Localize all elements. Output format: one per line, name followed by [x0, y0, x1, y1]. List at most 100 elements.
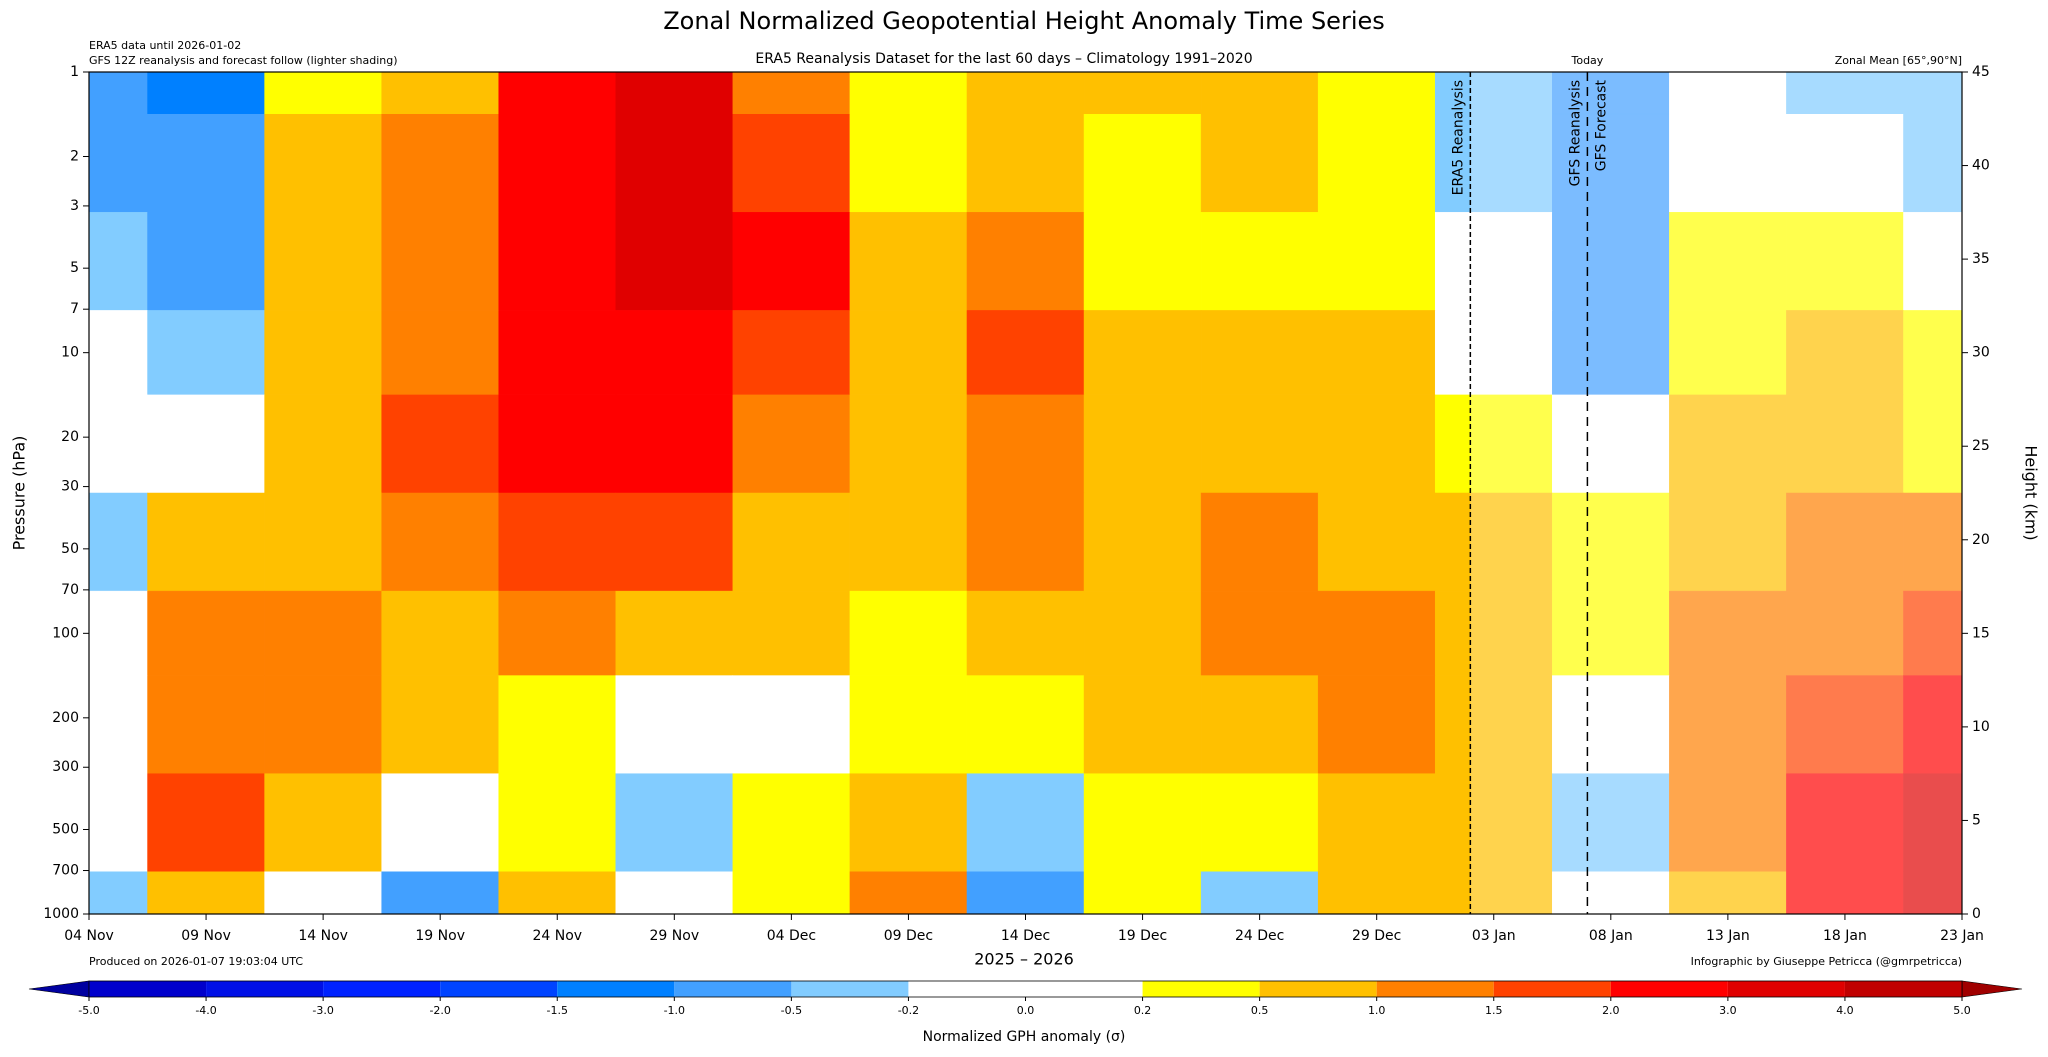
heatmap-cell	[147, 492, 265, 592]
heatmap-cell	[1786, 310, 1904, 396]
colorbar-swatch	[1025, 981, 1143, 997]
x-tick-label: 09 Nov	[181, 928, 231, 944]
heatmap-cell	[1434, 675, 1553, 774]
heatmap-cell	[1552, 113, 1670, 213]
x-tick-label: 24 Nov	[532, 928, 582, 944]
heatmap-cell	[849, 310, 968, 396]
heatmap-cell	[849, 394, 968, 494]
colorbar-swatch	[791, 981, 909, 997]
colorbar-tick-label: 0.2	[1134, 1004, 1152, 1017]
x-tick-label: 23 Jan	[1940, 928, 1984, 944]
heatmap-cell	[381, 71, 499, 115]
y2-tick-label: 20	[1972, 532, 1990, 548]
heatmap-cell	[1669, 492, 1787, 592]
heatmap-cell	[1200, 492, 1319, 592]
heatmap-cell	[498, 310, 617, 396]
heatmap-cell	[1903, 71, 1963, 115]
heatmap-cell	[849, 113, 968, 213]
heatmap-cell	[1200, 394, 1319, 494]
heatmap-cell	[88, 492, 148, 592]
heatmap-cell	[88, 113, 148, 213]
heatmap-cell	[732, 675, 851, 774]
heatmap-cell	[498, 492, 617, 592]
heatmap-cell	[147, 773, 265, 873]
heatmap-cell	[966, 113, 1085, 213]
colorbar-tick-label: 1.0	[1368, 1004, 1386, 1017]
colorbar-tick-label: -5.0	[78, 1004, 99, 1017]
heatmap-cell	[1903, 590, 1963, 676]
heatmap-cell	[381, 394, 499, 494]
colorbar-swatch	[323, 981, 441, 997]
colorbar-tick-label: -1.0	[664, 1004, 685, 1017]
heatmap-cell	[1786, 773, 1904, 873]
colorbar-tick-label: 1.5	[1485, 1004, 1503, 1017]
y-tick-label: 7	[70, 301, 79, 317]
x-tick-label: 18 Jan	[1823, 928, 1867, 944]
colorbar-swatch	[557, 981, 675, 997]
heatmap-cell	[1786, 590, 1904, 676]
heatmap-cell	[498, 871, 617, 915]
heatmap-cell	[849, 871, 968, 915]
colorbar-tick-label: -2.0	[429, 1004, 450, 1017]
heatmap-cell	[732, 113, 851, 213]
heatmap-cell	[1317, 773, 1436, 873]
note: ERA5 data until 2026-01-02	[89, 39, 241, 52]
heatmap-cell	[88, 394, 148, 494]
x-tick-label: 14 Nov	[298, 928, 348, 944]
x-tick-label: 04 Nov	[64, 928, 114, 944]
y-tick-label: 70	[61, 582, 79, 598]
heatmap-cell	[1552, 773, 1670, 873]
heatmap-cell	[88, 71, 148, 115]
heatmap-cell	[615, 590, 734, 676]
colorbar-swatch	[1259, 981, 1377, 997]
heatmap-cell	[1903, 113, 1963, 213]
credit: Infographic by Giuseppe Petricca (@gmrpe…	[1691, 955, 1962, 968]
colorbar-swatch	[1844, 981, 1962, 997]
heatmap-cell	[147, 394, 265, 494]
colorbar-swatch	[1610, 981, 1728, 997]
colorbar-swatch	[1142, 981, 1260, 997]
heatmap-cell	[1434, 773, 1553, 873]
heatmap-cell	[381, 675, 499, 774]
colorbar-tick-label: 4.0	[1836, 1004, 1854, 1017]
heatmap-cell	[88, 212, 148, 311]
heatmap-cell	[1552, 871, 1670, 915]
heatmap-cell	[498, 394, 617, 494]
heatmap-cell	[1434, 212, 1553, 311]
heatmap-cell	[1317, 394, 1436, 494]
heatmap-cell	[1669, 212, 1787, 311]
y2-tick-label: 15	[1972, 625, 1990, 641]
y-tick-label: 10	[61, 345, 79, 361]
heatmap-cell	[264, 675, 382, 774]
heatmap-cell	[1903, 212, 1963, 311]
heatmap-cell	[1200, 71, 1319, 115]
y-tick-label: 3	[70, 198, 79, 214]
heatmap-cell	[264, 590, 382, 676]
heatmap-cell	[1786, 71, 1904, 115]
heatmap-cell	[1317, 590, 1436, 676]
heatmap-cell	[1083, 310, 1202, 396]
x-tick-label: 14 Dec	[1001, 928, 1050, 944]
colorbar-swatch	[1493, 981, 1611, 997]
heatmap-cell	[615, 394, 734, 494]
heatmap-cell	[381, 212, 499, 311]
event-label: GFS Forecast	[1593, 79, 1609, 171]
colorbar-tick-label: -0.2	[898, 1004, 919, 1017]
chart-title: Zonal Normalized Geopotential Height Ano…	[663, 7, 1385, 35]
colorbar-over	[1961, 980, 2023, 998]
y-tick-label: 1000	[43, 906, 79, 922]
colorbar-swatch	[1376, 981, 1494, 997]
heatmap-cell	[615, 71, 734, 115]
heatmap-cell	[147, 71, 265, 115]
colorbar-swatch	[674, 981, 792, 997]
heatmap-cell	[1552, 394, 1670, 494]
heatmap-cell	[966, 492, 1085, 592]
heatmap-cell	[732, 773, 851, 873]
colorbar-swatch	[440, 981, 558, 997]
heatmap-cell	[147, 871, 265, 915]
colorbar-tick-label: -3.0	[312, 1004, 333, 1017]
heatmap-cell	[264, 394, 382, 494]
heatmap-cell	[732, 590, 851, 676]
heatmap-cell	[1434, 310, 1553, 396]
x-tick-label: 24 Dec	[1235, 928, 1284, 944]
